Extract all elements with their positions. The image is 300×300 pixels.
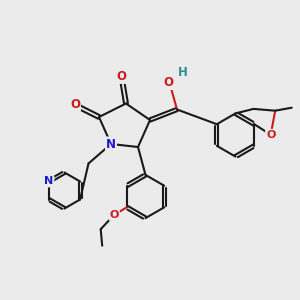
Text: O: O (110, 210, 119, 220)
Text: N: N (44, 176, 53, 187)
Text: O: O (116, 70, 127, 83)
Text: O: O (70, 98, 80, 112)
Text: O: O (266, 130, 275, 140)
Text: O: O (163, 76, 173, 89)
Text: H: H (178, 65, 188, 79)
Text: N: N (106, 137, 116, 151)
